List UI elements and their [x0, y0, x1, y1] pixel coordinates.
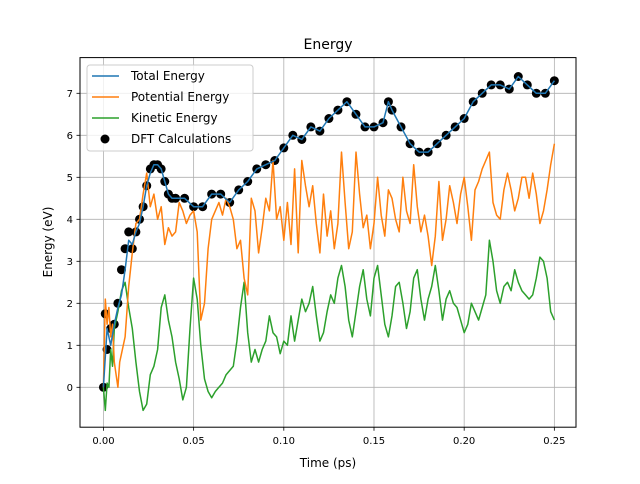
chart-title: Energy — [303, 37, 352, 53]
y-tick-label: 3 — [67, 257, 73, 268]
legend-label-total-energy: Total Energy — [130, 69, 205, 83]
dft-point — [124, 227, 134, 237]
y-tick-label: 0 — [67, 383, 73, 394]
x-tick-label: 0.05 — [182, 436, 204, 447]
legend-marker-dft-calculations — [100, 134, 110, 144]
legend-box — [86, 64, 254, 152]
x-tick-label: 0.00 — [92, 436, 114, 447]
kinetic-energy-line — [102, 239, 556, 412]
series-layer — [98, 72, 559, 412]
y-axis-label: Energy (eV) — [41, 207, 55, 278]
x-tick-label: 0.15 — [363, 436, 385, 447]
legend-label-kinetic-energy: Kinetic Energy — [131, 111, 218, 125]
total-energy-line — [102, 75, 556, 388]
legend: Total Energy Potential Energy Kinetic Ener… — [86, 64, 254, 152]
y-tick-label: 5 — [67, 173, 73, 184]
x-axis-label: Time (ps) — [299, 456, 356, 470]
plot-frame — [79, 57, 577, 428]
y-tick-label: 2 — [67, 299, 73, 310]
x-tick-label: 0.10 — [273, 436, 295, 447]
x-tick-label: 0.20 — [453, 436, 475, 447]
potential-energy-line — [102, 143, 556, 389]
y-tick-label: 1 — [67, 341, 73, 352]
legend-label-potential-energy: Potential Energy — [131, 90, 229, 104]
axis-ticks: 0.00 0.05 0.10 0.15 0.20 0.25 0 1 2 3 4 5 6 7 — [67, 89, 566, 447]
y-tick-label: 7 — [67, 89, 73, 100]
legend-label-dft-calculations: DFT Calculations — [131, 132, 231, 146]
x-tick-label: 0.25 — [543, 436, 565, 447]
y-tick-label: 4 — [67, 215, 73, 226]
dft-point — [116, 265, 126, 275]
y-tick-label: 6 — [67, 131, 73, 142]
